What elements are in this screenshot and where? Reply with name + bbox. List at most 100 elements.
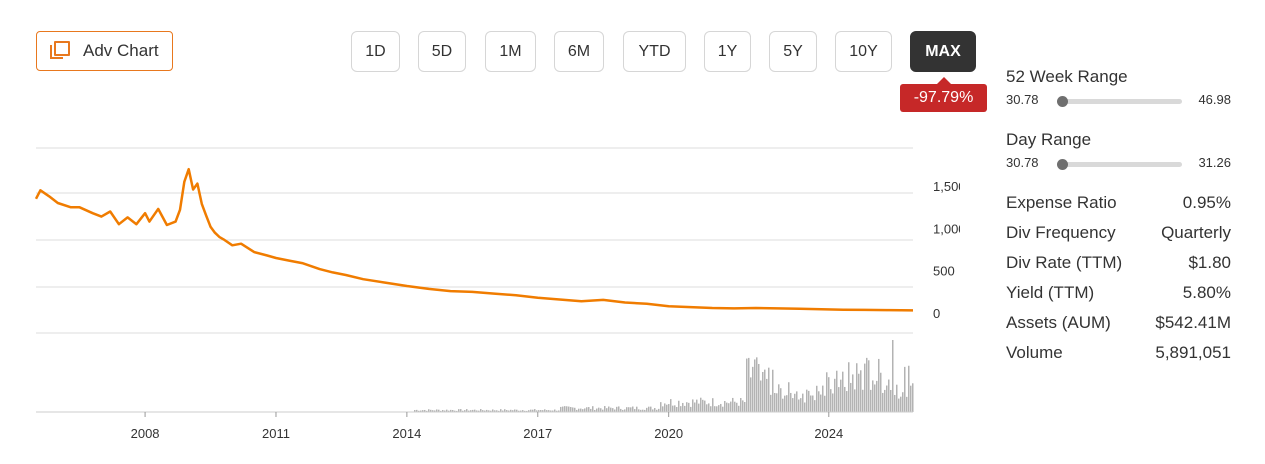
volume-bar [746, 358, 748, 412]
volume-bar [656, 409, 658, 412]
volume-bar [842, 371, 844, 412]
volume-bar [472, 409, 474, 412]
volume-bar [434, 410, 436, 412]
y-tick-label: 500 [933, 264, 955, 279]
volume-bar [522, 410, 524, 412]
volume-bar [468, 410, 470, 412]
volume-bar [882, 392, 884, 412]
range-button-1y[interactable]: 1Y [704, 31, 751, 72]
volume-bar [512, 410, 514, 412]
chart-window-icon [50, 41, 72, 61]
stat-row-yield: Yield (TTM) 5.80% [1006, 283, 1231, 305]
volume-bar [788, 382, 790, 412]
volume-bar [422, 410, 424, 412]
volume-bar [892, 340, 894, 412]
x-tick-label: 2011 [262, 426, 290, 441]
volume-bar [822, 385, 824, 412]
volume-bar [510, 409, 512, 412]
volume-bar [486, 409, 488, 412]
volume-bar [618, 406, 620, 412]
volume-bar [794, 393, 796, 412]
volume-bar [778, 384, 780, 412]
price-chart[interactable]: 1,500 1,000 500 0 2008 2011 2014 2017 2020 2024 [0, 130, 960, 450]
volume-bar [668, 404, 670, 412]
volume-bar [910, 385, 912, 412]
volume-bar [448, 410, 450, 412]
volume-bar [828, 377, 830, 412]
volume-bar [646, 407, 648, 412]
volume-bar [732, 397, 734, 412]
volume-bar [540, 410, 542, 412]
stat-label: Expense Ratio [1006, 193, 1117, 212]
range-button-5d[interactable]: 5D [418, 31, 466, 72]
volume-bar [812, 395, 814, 412]
volume-bar [720, 403, 722, 412]
week52-range-marker [1057, 96, 1068, 107]
day-high: 31.26 [1198, 155, 1231, 170]
volume-bar [556, 410, 558, 412]
volume-bar [564, 406, 566, 412]
volume-bar [678, 400, 680, 412]
volume-bar [760, 380, 762, 412]
volume-bar [840, 379, 842, 412]
volume-bar [686, 402, 688, 412]
volume-bar [874, 384, 876, 412]
volume-bar [626, 407, 628, 412]
range-button-10y[interactable]: 10Y [835, 31, 892, 72]
volume-bar [744, 402, 746, 412]
volume-bar [712, 398, 714, 412]
volume-bar [846, 391, 848, 412]
volume-bar [628, 407, 630, 412]
range-button-max[interactable]: MAX [910, 31, 976, 72]
day-range-marker [1057, 159, 1068, 170]
volume-bar [548, 410, 550, 412]
volume-bar [908, 365, 910, 412]
volume-bar [424, 409, 426, 412]
volume-bar [466, 409, 468, 412]
volume-bar [604, 406, 606, 412]
volume-bar [440, 410, 442, 412]
volume-bar [844, 386, 846, 412]
volume-bar [518, 410, 520, 412]
week52-low: 30.78 [1006, 92, 1039, 107]
volume-bar [502, 410, 504, 412]
volume-bar [594, 409, 596, 412]
adv-chart-button[interactable]: Adv Chart [36, 31, 173, 71]
volume-bar [528, 410, 530, 412]
range-button-5y[interactable]: 5Y [769, 31, 817, 72]
range-button-6m[interactable]: 6M [554, 31, 604, 72]
volume-bar [658, 408, 660, 412]
volume-bar [664, 403, 666, 412]
stat-label: Volume [1006, 343, 1063, 362]
volume-bar [736, 402, 738, 412]
range-button-1d[interactable]: 1D [351, 31, 400, 72]
volume-bar [456, 410, 458, 412]
volume-bar [756, 357, 758, 412]
volume-bar [436, 409, 438, 412]
volume-bar [460, 409, 462, 412]
volume-bar [450, 409, 452, 412]
price-series-line [34, 167, 914, 312]
stat-row-div-frequency: Div Frequency Quarterly [1006, 223, 1231, 245]
volume-bar [476, 410, 478, 412]
stat-label: Assets (AUM) [1006, 313, 1111, 332]
volume-bar [552, 410, 554, 412]
volume-bar [530, 409, 532, 412]
volume-bar [452, 410, 454, 412]
stat-row-volume: Volume 5,891,051 [1006, 343, 1231, 365]
day-range: Day Range 30.78 31.26 [1006, 130, 1231, 172]
volume-bar [470, 410, 472, 412]
volume-bar [590, 408, 592, 412]
volume-bar [464, 410, 466, 412]
volume-bar [888, 379, 890, 412]
volume-bar [820, 394, 822, 412]
volume-bar [748, 357, 750, 412]
volume-bar [698, 403, 700, 412]
volume-bar [442, 410, 444, 412]
volume-bar [612, 408, 614, 412]
range-button-ytd[interactable]: YTD [623, 31, 686, 72]
volume-bar [866, 357, 868, 412]
range-button-1m[interactable]: 1M [485, 31, 536, 72]
volume-bar [854, 389, 856, 412]
volume-bar [816, 385, 818, 412]
